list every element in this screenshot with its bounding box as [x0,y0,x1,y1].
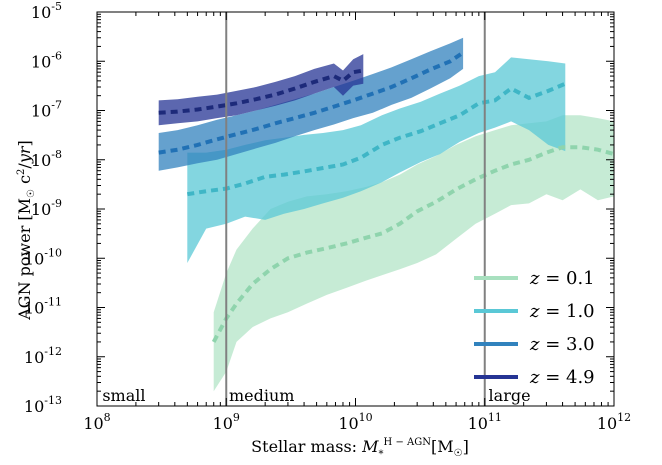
median-line-series-2 [158,50,465,155]
band-series-1 [187,57,566,264]
median-line-series-3 [158,68,364,115]
x-tick-label: 1011 [468,411,502,433]
x-axis-title: Stellar mass: M*H − AGN[M☉] [251,437,469,460]
median-lines [158,50,615,343]
y-tick-label: 10-12 [24,345,62,367]
region-label-large: large [489,386,531,405]
legend-label: z = 1.0 [529,301,595,322]
y-tick-label: 10-5 [31,0,62,22]
y-tick-label: 10-10 [24,246,62,268]
x-tick-label: 1012 [597,411,631,433]
y-axis-ticks: 10-13 10-12 10-11 10-10 10-9 10-8 10-7 10-6 10-5 [24,0,614,416]
y-tick-label: 10-13 [24,394,62,416]
x-tick-label: 108 [83,411,110,433]
median-line-series-1 [186,81,567,197]
region-labels: small medium large [102,386,530,405]
region-label-medium: medium [229,386,294,405]
region-label-small: small [102,386,145,405]
legend: z = 0.1 z = 1.0 z = 3.0 z = 4.9 [474,268,595,388]
x-tick-label: 109 [213,411,240,433]
x-axis-ticks: 108 109 1010 1011 1012 [83,12,631,433]
legend-label: z = 0.1 [529,268,595,289]
x-tick-label: 1010 [338,411,372,433]
confidence-bands [158,37,614,392]
y-tick-label: 10-7 [31,99,62,121]
y-tick-label: 10-6 [31,49,62,71]
y-tick-label: 10-11 [24,296,62,318]
legend-label: z = 4.9 [529,367,595,388]
band-series-2 [158,37,464,171]
y-axis-title: AGN power [M☉ c2/yr] [15,140,37,321]
y-tick-label: 10-8 [31,148,62,170]
y-tick-label: 10-9 [31,197,62,219]
band-series-0 [213,115,614,392]
mass-divider-lines [225,12,486,406]
median-line-series-0 [211,145,615,343]
legend-label: z = 3.0 [529,334,595,355]
